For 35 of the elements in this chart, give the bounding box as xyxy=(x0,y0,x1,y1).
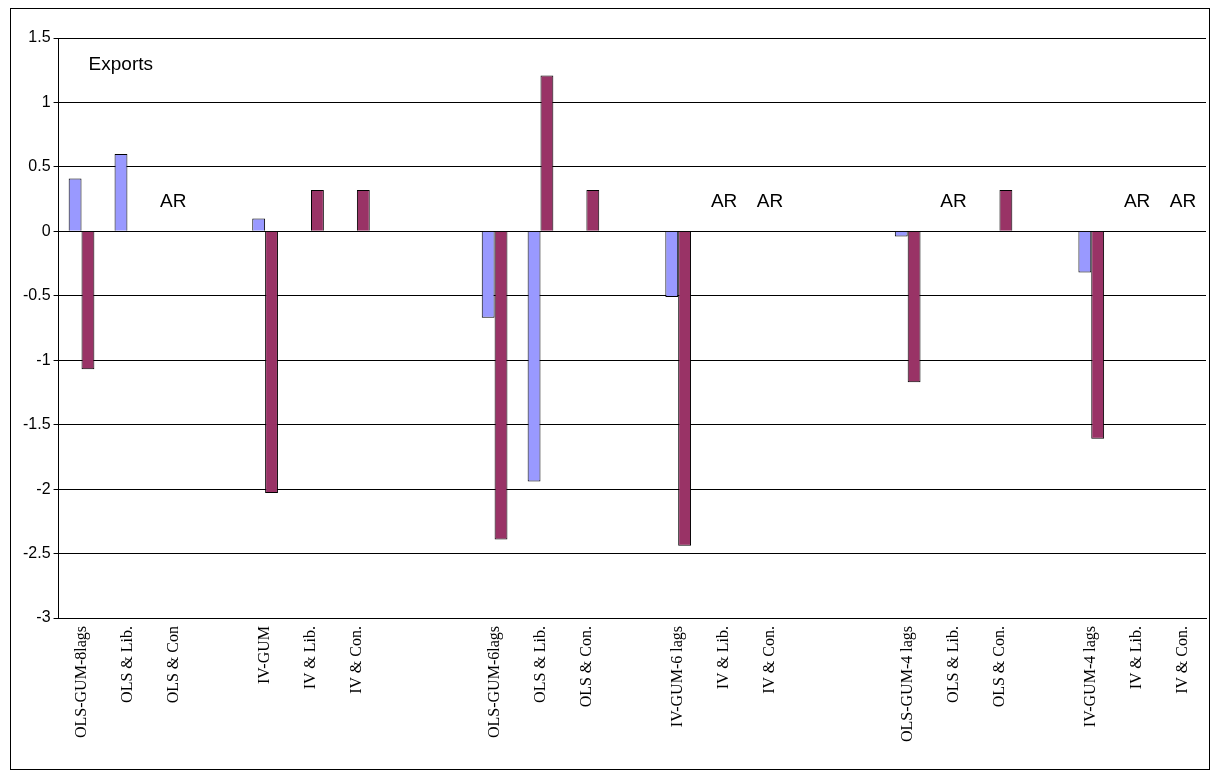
y-tick-label: -1 xyxy=(36,350,51,368)
y-tick-label: 1.5 xyxy=(28,28,51,46)
x-tick-label: IV & Lib. xyxy=(1127,626,1145,690)
y-tick-label: 0 xyxy=(41,221,51,239)
text: Exports xyxy=(88,53,153,75)
x-tick-label: OLS & Con. xyxy=(576,626,594,708)
text: AR xyxy=(160,189,187,211)
x-tick-label: OLS & Lib. xyxy=(943,626,961,703)
y-tick-label: -2.5 xyxy=(22,543,51,561)
x-tick-label: OLS-GUM-8lags xyxy=(71,626,90,739)
y-tick-label: -1.5 xyxy=(22,415,51,433)
y-tick-label: -0.5 xyxy=(22,286,51,304)
text: AR xyxy=(1169,189,1197,211)
text: AR xyxy=(710,189,738,211)
text: AR xyxy=(756,189,784,211)
x-tick-label: OLS-GUM-6lags xyxy=(484,626,503,739)
x-tick-label: IV & Lib. xyxy=(714,626,732,690)
x-tick-label: OLS & Con. xyxy=(989,626,1007,708)
x-tick-label: OLS & Lib. xyxy=(530,626,548,703)
y-tick-label: -3 xyxy=(36,608,51,626)
x-tick-label: IV & Lib. xyxy=(301,626,319,690)
x-tick-label: IV-GUM-4 lags xyxy=(1081,626,1100,728)
x-tick-label: IV-GUM xyxy=(255,626,273,685)
y-tick-label: 1 xyxy=(41,92,51,110)
x-tick-label: IV-GUM-6 lags xyxy=(668,626,687,728)
y-tick-label: 0.5 xyxy=(28,157,51,175)
x-tick-label: IV & Con. xyxy=(1173,626,1191,694)
text: AR xyxy=(940,189,967,211)
x-tick-label: OLS & Con xyxy=(163,626,181,704)
x-tick-label: IV & Con. xyxy=(347,626,365,694)
text: AR xyxy=(1123,189,1151,211)
x-tick-label: IV & Con. xyxy=(760,626,778,694)
x-tick-label: OLS-GUM-4 lags xyxy=(897,626,916,743)
y-tick-label: -2 xyxy=(36,479,51,497)
x-tick-label: OLS & Lib. xyxy=(117,626,135,703)
